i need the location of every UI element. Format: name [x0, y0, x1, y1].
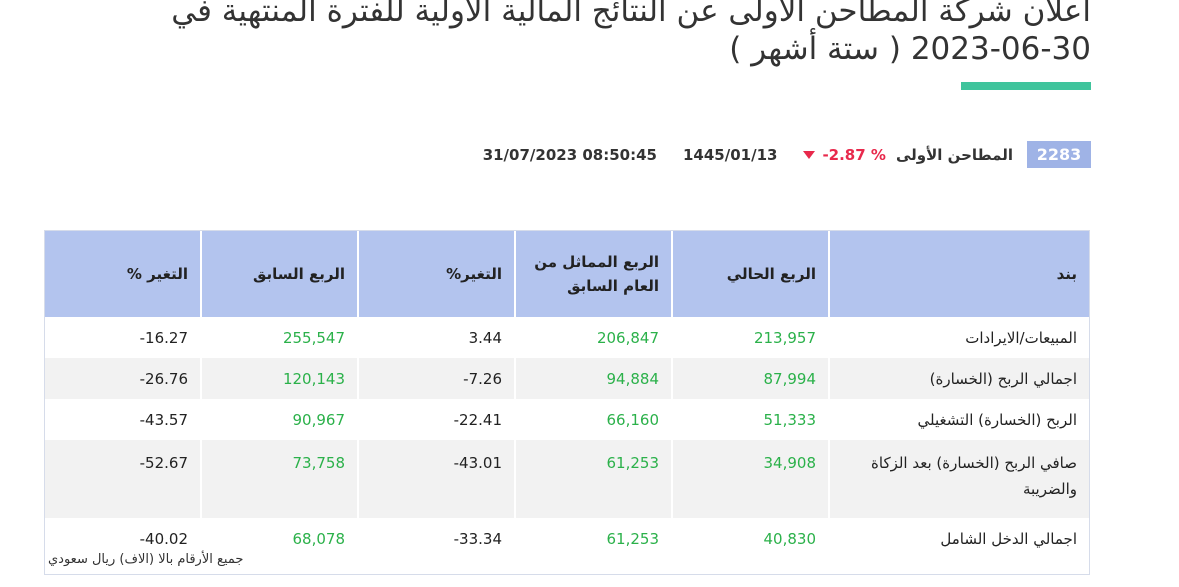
same-quarter-last-year-value: 66,160	[514, 399, 672, 440]
results-table: بند الربع الحالي الربع المماثل من العام …	[45, 231, 1089, 559]
row-item-label: اجمالي الربح (الخسارة)	[828, 358, 1089, 399]
price-change: -2.87 %	[803, 146, 886, 164]
price-change-value: -2.87 %	[822, 145, 886, 164]
previous-quarter-value: 120,143	[200, 358, 358, 399]
page-title: اعلان شركة المطاحن الأولى عن النتائج الم…	[171, 0, 1091, 67]
stock-symbol-badge[interactable]: 2283	[1027, 141, 1091, 168]
change-qoq-value: 16.27-	[139, 328, 188, 347]
results-table-container: بند الربع الحالي الربع المماثل من العام …	[44, 230, 1090, 575]
previous-quarter-value: 73,758	[200, 440, 358, 518]
stock-info-row: 2283 المطاحن الأولى -2.87 % 1445/01/13 3…	[483, 141, 1091, 168]
title-accent-bar	[961, 82, 1091, 90]
current-quarter-value: 51,333	[671, 399, 829, 440]
change-qoq-value: 43.57-	[139, 410, 188, 429]
table-row: المبيعات/الايرادات 213,957 206,847 3.44 …	[45, 317, 1089, 358]
same-quarter-last-year-value: 206,847	[514, 317, 672, 358]
same-quarter-last-year-value: 61,253	[514, 518, 672, 559]
change-yoy-value: 7.26-	[357, 358, 515, 399]
current-quarter-value: 34,908	[671, 440, 829, 518]
change-qoq-value: 40.02-	[139, 529, 188, 548]
column-header-change-qoq: التغير %	[45, 231, 201, 317]
table-row: الربح (الخسارة) التشغيلي 51,333 66,160 2…	[45, 399, 1089, 440]
table-row: اجمالي الدخل الشامل 40,830 61,253 33.34-…	[45, 518, 1089, 559]
column-header-previous-quarter: الربع السابق	[200, 231, 358, 317]
previous-quarter-value: 90,967	[200, 399, 358, 440]
change-qoq-value: 26.76-	[45, 358, 201, 399]
table-header-row: بند الربع الحالي الربع المماثل من العام …	[45, 231, 1089, 317]
company-name[interactable]: المطاحن الأولى	[895, 145, 1013, 164]
row-item-label: المبيعات/الايرادات	[828, 317, 1089, 358]
row-item-label: الربح (الخسارة) التشغيلي	[828, 399, 1089, 440]
row-item-label: صافي الربح (الخسارة) بعد الزكاة والضريبة	[828, 440, 1089, 518]
change-qoq-value: 52.67-	[45, 440, 201, 518]
change-yoy-value: 3.44	[357, 317, 515, 358]
change-yoy-value: 33.34-	[357, 518, 515, 559]
change-yoy-value: 22.41-	[357, 399, 515, 440]
current-quarter-value: 87,994	[671, 358, 829, 399]
column-header-item: بند	[828, 231, 1089, 317]
column-header-same-quarter-last-year: الربع المماثل من العام السابق	[514, 231, 672, 317]
row-item-label: اجمالي الدخل الشامل	[828, 518, 1089, 559]
triangle-down-icon	[803, 150, 816, 159]
column-header-current-quarter: الربع الحالي	[671, 231, 829, 317]
column-header-change-yoy: التغير%	[357, 231, 515, 317]
current-quarter-value: 213,957	[671, 317, 829, 358]
same-quarter-last-year-value: 61,253	[514, 440, 672, 518]
currency-footnote: جميع الأرقام بالا (الاف) ريال سعودي	[46, 552, 246, 567]
previous-quarter-value: 255,547	[200, 317, 358, 358]
hijri-date: 1445/01/13	[682, 145, 778, 164]
announcement-datetime: 31/07/2023 08:50:45	[482, 145, 657, 164]
current-quarter-value: 40,830	[671, 518, 829, 559]
table-row: صافي الربح (الخسارة) بعد الزكاة والضريبة…	[45, 440, 1089, 518]
same-quarter-last-year-value: 94,884	[514, 358, 672, 399]
table-row: اجمالي الربح (الخسارة) 87,994 94,884 7.2…	[45, 358, 1089, 399]
change-yoy-value: 43.01-	[357, 440, 515, 518]
